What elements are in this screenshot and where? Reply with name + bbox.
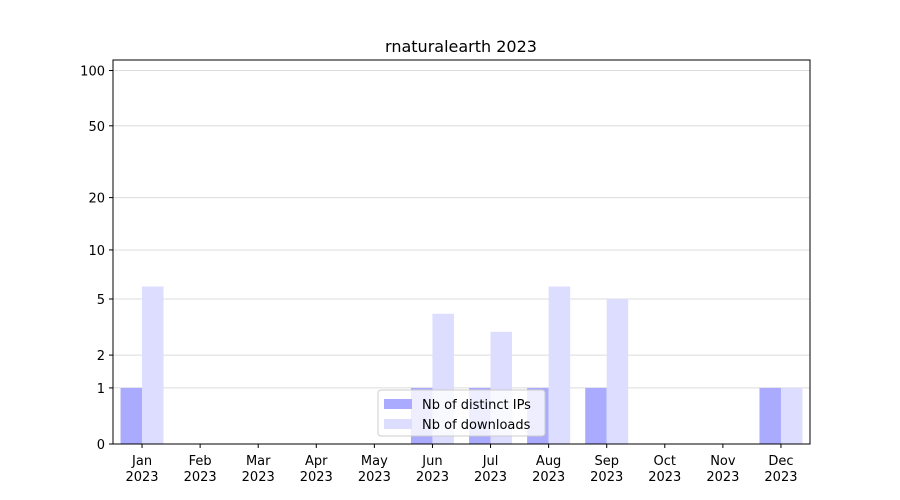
bar [759,387,781,444]
bar [120,387,143,444]
x-tick-label: May 2023 [358,454,391,485]
x-tick-label: Sep 2023 [590,454,623,485]
bar [585,387,607,444]
legend-swatch [384,399,412,409]
legend-box [377,389,546,437]
x-tick-label: Dec 2023 [764,454,797,485]
legend-label: Nb of distinct IPs [422,398,531,413]
bar [780,387,803,444]
x-tick-label: Jan 2023 [125,454,158,485]
y-tick-label: 50 [88,120,105,135]
x-tick-label: Jun 2023 [416,454,449,485]
y-tick-label: 2 [97,349,105,364]
y-tick-label: 20 [88,192,105,207]
plot-frame [112,59,811,445]
x-tick-label: Oct 2023 [648,454,681,485]
y-tick-label: 100 [80,65,105,80]
y-tick-label: 1 [97,382,105,397]
x-tick-label: Mar 2023 [242,454,275,485]
chart-title: rnaturalearth 2023 [385,37,537,56]
x-tick-label: Apr 2023 [300,454,333,485]
bar [142,286,164,444]
bar [606,298,629,444]
x-tick-label: Feb 2023 [184,454,217,485]
x-tick-label: Aug 2023 [532,454,565,485]
y-tick-label: 10 [88,244,105,259]
legend-label: Nb of downloads [422,418,531,433]
y-tick-label: 5 [97,293,105,308]
x-tick-label: Nov 2023 [706,454,739,485]
x-tick-label: Jul 2023 [474,454,507,485]
bar [548,286,571,444]
legend: Nb of distinct IPs Nb of downloads [377,389,546,437]
legend-swatch [384,419,412,429]
y-tick-label: 0 [97,438,105,453]
